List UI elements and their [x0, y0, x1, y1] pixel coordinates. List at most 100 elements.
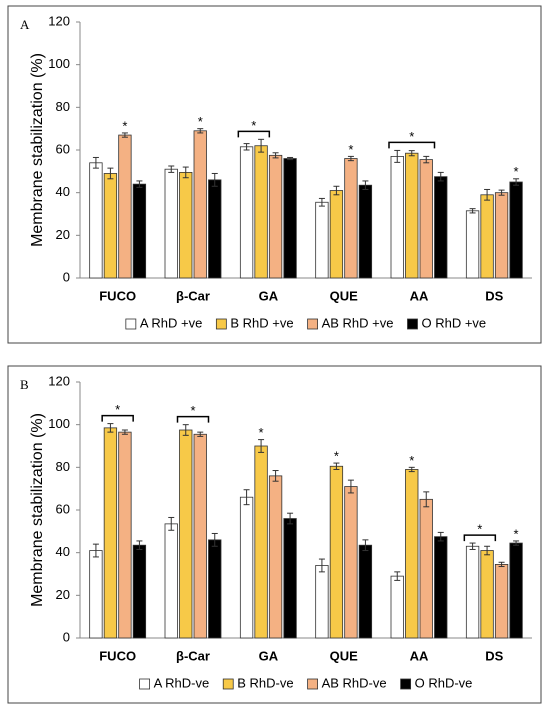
y-axis-label: Membrane stabilization (%) — [29, 413, 46, 607]
significance-star: * — [477, 522, 482, 537]
bar — [390, 575, 404, 639]
error-bar — [437, 531, 444, 542]
x-tick-label: FUCO — [99, 648, 136, 663]
error-bar — [333, 185, 340, 196]
significance-bracket — [463, 534, 497, 542]
y-tick-label: 100 — [48, 416, 70, 431]
x-tick-label: DS — [485, 288, 503, 303]
error-bar — [136, 180, 143, 188]
legend-swatch — [222, 678, 234, 690]
error-bar — [107, 423, 114, 433]
bar — [239, 496, 254, 639]
x-tick-label: β-Car — [176, 648, 210, 663]
bar — [509, 181, 523, 279]
bar — [329, 190, 344, 279]
y-tick-label: 0 — [63, 629, 70, 644]
error-bar — [484, 545, 491, 556]
y-tick-label: 120 — [48, 373, 70, 388]
panel-letter: B — [20, 377, 29, 392]
y-tick-label: 80 — [56, 99, 70, 114]
bar — [390, 155, 404, 279]
bar — [254, 145, 268, 279]
panel-letter: A — [20, 17, 30, 32]
bar — [193, 130, 207, 279]
error-bar — [318, 558, 325, 573]
error-bar — [347, 479, 354, 494]
bar — [419, 159, 433, 279]
significance-star: * — [259, 425, 264, 440]
error-bar — [243, 143, 250, 151]
significance-star: * — [334, 449, 339, 464]
error-bar — [437, 171, 444, 182]
bar — [480, 550, 494, 639]
error-bar — [287, 512, 294, 525]
x-tick-label: QUE — [330, 288, 359, 303]
bar — [434, 536, 448, 639]
bar — [358, 184, 373, 279]
legend-label: A RhD +ve — [140, 315, 203, 330]
legend-label: A RhD-ve — [154, 675, 210, 690]
error-bar — [107, 167, 114, 180]
legend-swatch — [407, 318, 418, 330]
error-bar — [182, 166, 189, 179]
legend-swatch — [400, 678, 412, 690]
legend-label: AB RhD-ve — [322, 675, 387, 690]
bar — [465, 210, 480, 279]
bar — [283, 158, 297, 279]
legend-label: O RhD-ve — [415, 675, 473, 690]
y-tick-label: 60 — [56, 501, 70, 516]
bar — [283, 518, 297, 639]
y-tick-label: 40 — [56, 544, 70, 559]
y-tick-label: 60 — [56, 141, 70, 156]
y-axis-label: Membrane stabilization (%) — [29, 53, 46, 247]
bar — [118, 134, 132, 279]
bar — [344, 158, 358, 279]
legend-label: B RhD-ve — [237, 675, 293, 690]
error-bar — [168, 516, 175, 531]
x-tick-label: DS — [485, 648, 503, 663]
bar — [89, 162, 103, 279]
error-bar — [287, 156, 294, 161]
y-tick-label: 80 — [56, 459, 70, 474]
bar — [344, 486, 358, 639]
y-tick-label: 20 — [56, 227, 70, 242]
y-tick-label: 20 — [56, 587, 70, 602]
bar — [405, 152, 419, 279]
error-bar — [362, 180, 369, 190]
significance-bracket — [101, 414, 134, 422]
significance-star: * — [348, 142, 353, 157]
bar — [329, 465, 344, 639]
significance-star: * — [122, 118, 127, 133]
significance-star: * — [190, 403, 195, 418]
significance-bracket — [388, 141, 436, 149]
bar — [208, 179, 222, 279]
x-tick-label: AA — [410, 288, 429, 303]
legend: A RhD +ve B RhD +ve AB RhD +ve O RhD +ve — [125, 315, 486, 330]
significance-bracket — [176, 415, 210, 423]
error-bar — [408, 466, 415, 473]
bar — [193, 433, 207, 639]
y-tick-label: 120 — [48, 13, 70, 28]
error-bar — [121, 429, 128, 435]
y-tick-label: 40 — [56, 184, 70, 199]
bar — [494, 192, 509, 279]
significance-bracket — [237, 130, 271, 138]
bar — [315, 201, 329, 279]
x-tick-label: FUCO — [99, 288, 136, 303]
error-bar — [484, 188, 491, 201]
error-bar — [423, 155, 430, 164]
bar — [179, 171, 193, 279]
bar — [164, 523, 178, 639]
error-bar — [394, 571, 401, 581]
bar — [89, 550, 103, 639]
x-tick-label: QUE — [330, 648, 359, 663]
bar — [239, 146, 254, 279]
significance-star: * — [514, 526, 519, 541]
bar — [254, 445, 268, 639]
error-bar — [333, 462, 340, 470]
error-bar — [168, 165, 175, 173]
error-bar — [513, 178, 520, 186]
error-bar — [121, 132, 128, 138]
error-bar — [394, 149, 401, 163]
significance-star: * — [409, 129, 414, 144]
